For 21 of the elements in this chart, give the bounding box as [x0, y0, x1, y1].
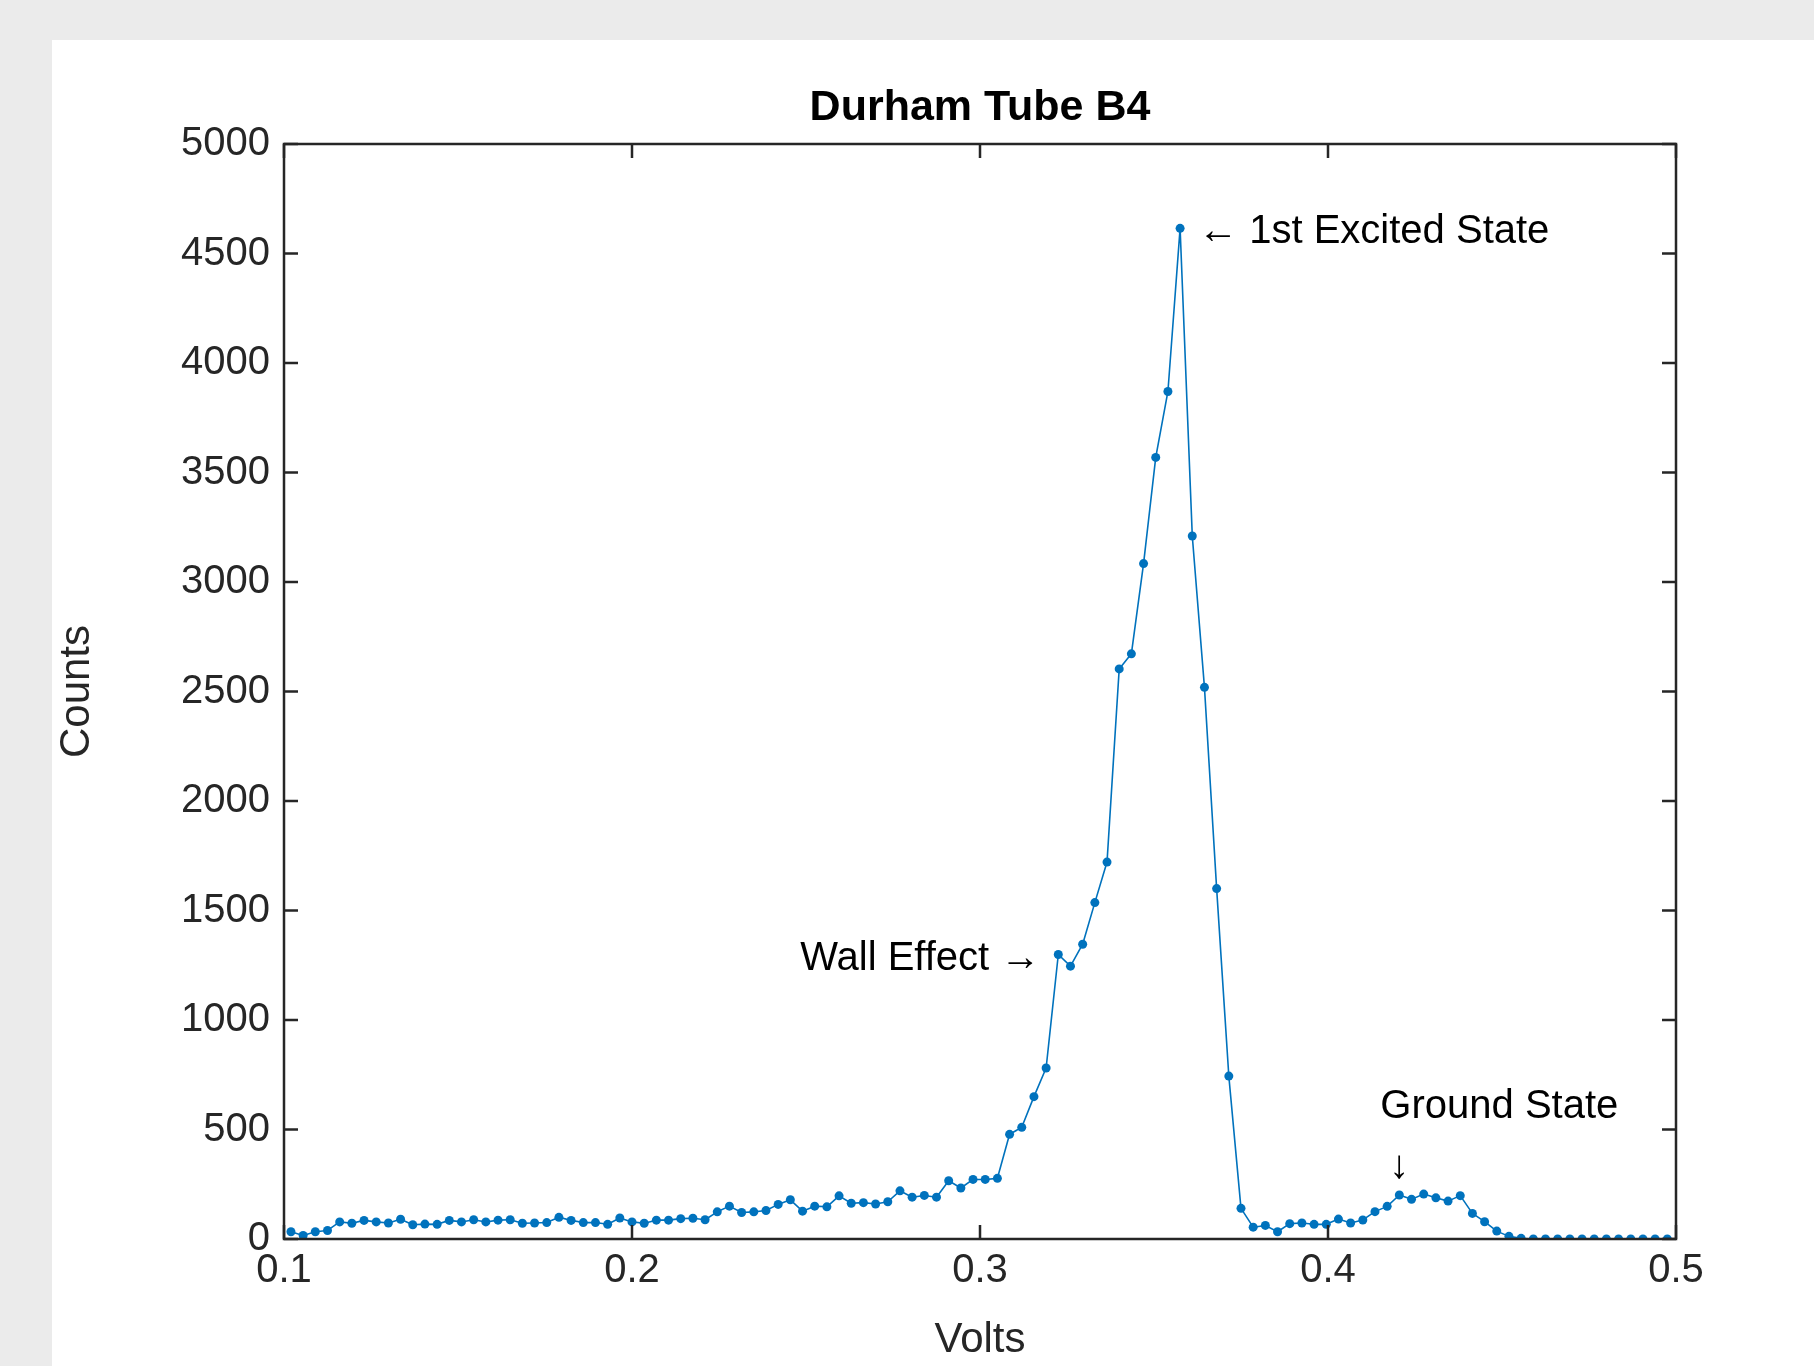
x-tick-label: 0.3	[952, 1246, 1008, 1291]
y-tick-label: 1000	[181, 995, 270, 1040]
annotation: ↓	[1389, 1142, 1410, 1187]
x-tick-label: 0.2	[604, 1246, 660, 1291]
y-tick-label: 3000	[181, 557, 270, 602]
x-tick-label: 0.4	[1300, 1246, 1356, 1291]
y-tick-label: 2000	[181, 776, 270, 821]
annotation: ← 1st Excited State	[1198, 207, 1550, 252]
x-tick-label: 0.5	[1648, 1246, 1704, 1291]
chart-title: Durham Tube B4	[809, 81, 1151, 130]
annotation: Wall Effect →	[800, 933, 1041, 978]
y-tick-label: 1500	[181, 885, 270, 930]
y-tick-label: 4000	[181, 338, 270, 383]
y-tick-label: 4500	[181, 228, 270, 273]
y-tick-label: 500	[203, 1104, 270, 1149]
y-tick-label: 5000	[181, 119, 270, 164]
x-axis-title: Volts	[934, 1314, 1026, 1362]
annotation: Ground State	[1380, 1082, 1619, 1127]
y-axis-title: Counts	[50, 624, 98, 759]
y-tick-label: 3500	[181, 447, 270, 492]
y-tick-label: 2500	[181, 666, 270, 711]
